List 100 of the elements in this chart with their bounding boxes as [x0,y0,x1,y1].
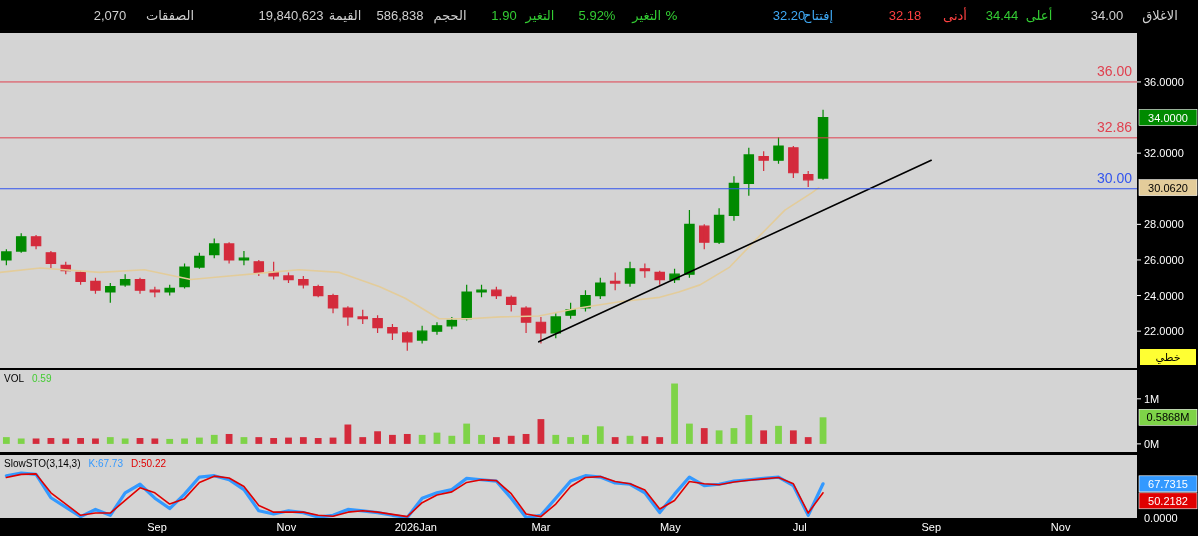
bar [2,437,10,444]
text: الحجم [433,8,467,24]
bar [255,437,263,444]
bar [522,433,530,444]
bar [403,433,411,444]
y-tick-label: 1M [1144,392,1160,405]
bar [210,434,218,444]
candlestick [698,223,710,250]
bar [240,437,248,444]
x-tick-label: Jul [792,521,807,533]
candlestick [580,289,591,313]
candlestick [758,150,769,172]
candlestick [238,250,250,266]
bar [596,426,604,444]
ref-line-label: 30.00 [1096,169,1133,186]
bar [775,425,782,444]
bar [819,417,827,444]
text: 67.7315 [1148,477,1188,490]
candlestick [461,284,472,322]
candlestick [75,270,86,286]
candlestick [164,284,175,297]
text: 34.00 [1090,8,1124,23]
bar [121,438,129,444]
text: 0.5868M [1146,411,1190,424]
candlestick [817,109,829,181]
bar [760,430,768,444]
candlestick [387,323,398,341]
y-tick-label: 32.0000 [1144,147,1184,160]
text: أدنى [943,7,967,23]
bar [730,428,738,444]
candlestick [402,330,413,352]
text: 19,840,623 [258,8,324,23]
y-tick-label: 24.0000 [1144,289,1184,302]
bar [789,430,797,444]
x-tick-label: Sep [147,521,167,533]
bar [507,435,515,444]
candlestick [728,175,740,222]
text: التغير % [631,8,678,24]
candlestick [208,237,220,259]
candlestick [788,145,799,179]
candlestick [119,273,131,288]
candlestick [327,293,339,314]
candlestick [45,250,57,270]
x-tick-label: Mar [531,521,551,533]
bar [745,415,753,444]
bar [151,438,159,444]
candlestick [505,294,517,313]
text: 586,838 [376,8,424,23]
candlestick [357,309,368,325]
chart-subtitle: 0.59 [32,373,52,384]
bar [804,437,812,444]
bar [641,436,649,444]
x-tick-label: Sep [921,521,942,533]
text: الصفقات [145,8,195,23]
bar [196,437,203,444]
candlestick [283,271,294,284]
candlestick [609,271,621,291]
bar [715,430,723,444]
line-series [0,186,820,320]
text: D:50.22 [131,458,167,469]
bar [492,437,500,444]
candlestick [802,170,814,188]
text: K:67.73 [88,458,124,469]
candlestick [773,136,784,165]
bar [299,437,307,444]
bar [225,433,233,444]
candlestick [624,261,636,288]
candlestick [416,325,428,345]
bar [47,438,55,444]
candlestick [550,312,562,339]
bar [270,438,278,444]
bar [285,437,292,444]
candlestick [431,321,443,336]
chart-title: VOL [4,373,25,384]
candlestick [639,262,651,279]
bar [686,423,693,444]
text: 1.90 [491,8,517,23]
candlestick [684,209,695,279]
bar [671,383,678,444]
bar [463,423,471,444]
candlestick [595,277,606,300]
candlestick [298,275,309,290]
ref-line-label: 32.86 [1096,118,1133,135]
x-tick-label: May [659,521,682,533]
bar [314,438,322,444]
bar [62,438,70,444]
bar [448,435,456,444]
text: 34.44 [985,8,1019,23]
candlestick [179,262,190,290]
y-tick-label: 0M [1144,437,1160,450]
bar [567,437,575,444]
candlestick [535,316,547,345]
text: الاغلاق [1142,8,1178,24]
text: أعلى [1025,7,1053,23]
candlestick [1,248,12,266]
text: 5.92% [578,8,616,23]
bar [77,438,84,444]
text: 30.0620 [1148,181,1188,194]
candlestick [149,286,161,298]
text: 50.2182 [1148,494,1188,507]
